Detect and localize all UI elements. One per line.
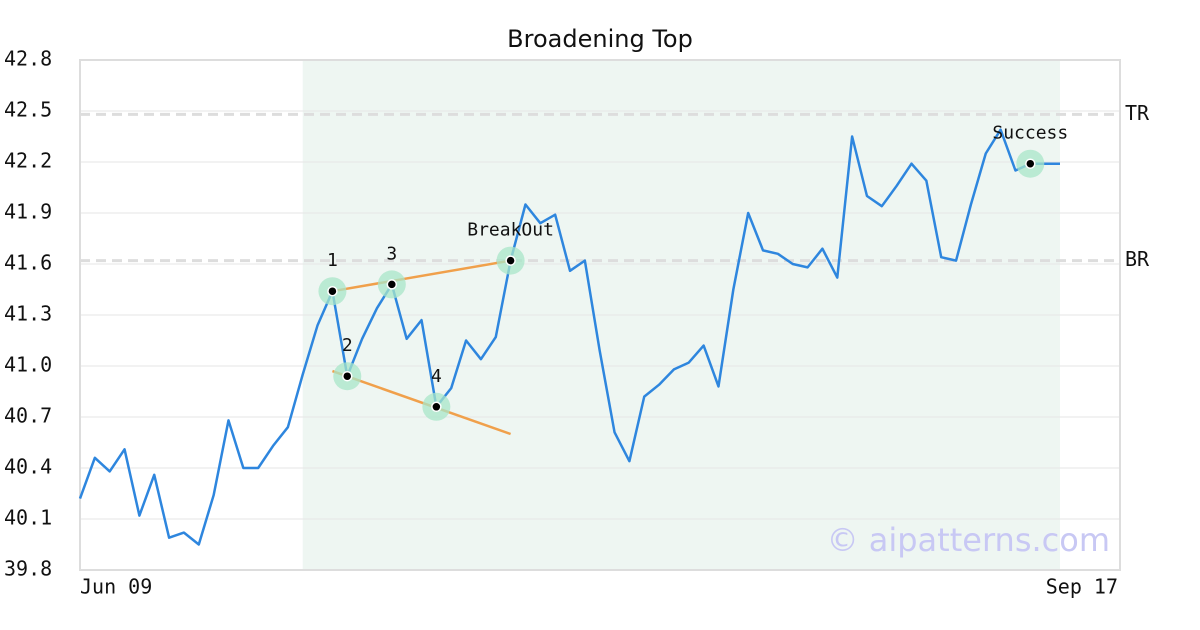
y-tick-label: 41.0 [4, 353, 52, 377]
y-tick-label: 42.2 [4, 149, 52, 173]
point-dot [386, 279, 398, 290]
point-label: Success [992, 123, 1068, 144]
chart-title: Broadening Top [507, 25, 693, 53]
point-label: 3 [386, 243, 397, 264]
point-label: 4 [431, 366, 442, 387]
point-dot [1025, 158, 1036, 169]
price-line [78, 128, 1060, 546]
x-tick-label: Jun 09 [80, 575, 152, 599]
point-dot [431, 401, 442, 413]
y-tick-label: 41.9 [4, 200, 52, 224]
point-dot [505, 255, 516, 266]
level-label: BR [1125, 247, 1150, 271]
y-tick-label: 39.8 [4, 557, 52, 581]
plot-frame [79, 59, 1121, 571]
y-tick-label: 42.8 [4, 47, 52, 71]
level-label: TR [1125, 101, 1150, 125]
y-tick-label: 41.3 [4, 302, 52, 326]
y-tick-label: 40.1 [4, 506, 52, 530]
point-label: 1 [327, 250, 338, 271]
y-tick-label: 40.4 [4, 455, 52, 479]
trend-line [332, 259, 511, 293]
watermark: © aipatterns.com [827, 521, 1110, 559]
point-dot [342, 370, 353, 382]
point-label: 2 [342, 335, 353, 356]
point-dot [327, 285, 338, 297]
y-tick-label: 42.5 [4, 98, 52, 122]
point-label: BreakOut [467, 220, 554, 241]
x-tick-label: Sep 17 [1046, 575, 1118, 599]
trend-line [332, 369, 512, 436]
y-tick-label: 41.6 [4, 251, 52, 275]
y-tick-label: 40.7 [4, 404, 52, 428]
